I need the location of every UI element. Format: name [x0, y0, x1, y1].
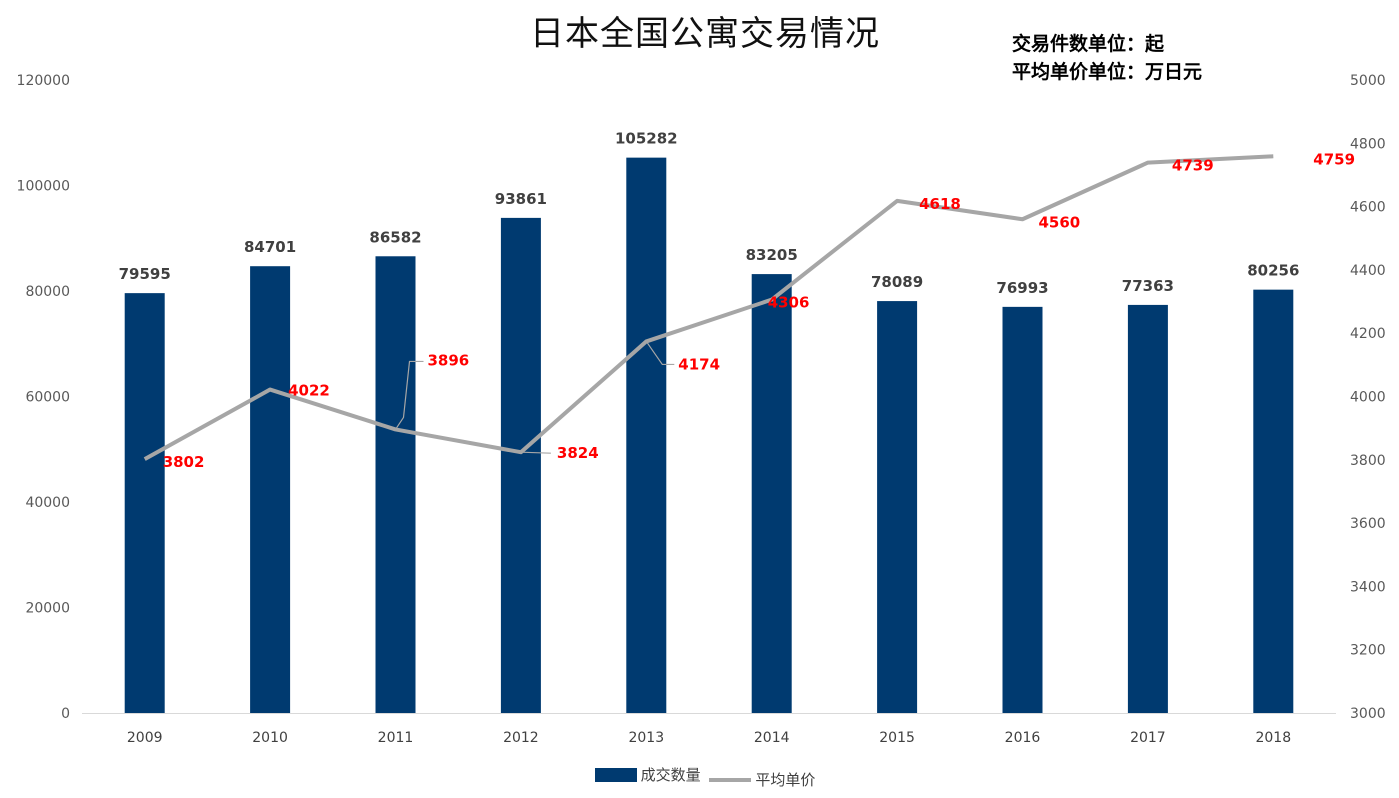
line-data-label: 4022 — [288, 382, 330, 400]
bar — [751, 274, 792, 713]
x-tick-label: 2014 — [754, 730, 790, 746]
bar — [877, 301, 918, 713]
unit-note-count: 交易件数单位：起 — [1012, 33, 1165, 55]
y-left-tick-label: 80000 — [25, 284, 70, 300]
line-data-label: 4618 — [919, 195, 961, 213]
legend-label-count: 成交数量 — [640, 766, 701, 784]
legend: 成交数量 平均单价 — [0, 764, 1399, 790]
y-right-tick-label: 3200 — [1350, 643, 1386, 659]
x-tick-label: 2018 — [1255, 730, 1291, 746]
line-data-label: 4306 — [768, 294, 810, 312]
data-label-leader — [645, 341, 675, 366]
line-data-label: 3824 — [557, 444, 599, 462]
bar-data-label: 76993 — [996, 279, 1048, 297]
bar-data-label: 83205 — [746, 246, 798, 264]
bar-data-label: 93861 — [495, 190, 547, 208]
bar — [1127, 304, 1168, 713]
bar — [500, 217, 541, 713]
x-tick-label: 2012 — [503, 730, 539, 746]
bar-data-label: 84701 — [244, 238, 296, 256]
bar-data-label: 86582 — [369, 228, 421, 246]
chart-title: 日本全国公寓交易情况 — [530, 14, 880, 54]
x-tick-label: 2015 — [879, 730, 915, 746]
legend-label-price: 平均单价 — [755, 771, 816, 789]
x-tick-label: 2009 — [127, 730, 163, 746]
y-right-tick-label: 4600 — [1350, 200, 1386, 216]
y-left-tick-label: 0 — [61, 706, 70, 722]
x-tick-label: 2010 — [252, 730, 288, 746]
bar-data-label: 105282 — [615, 130, 678, 148]
unit-notes: 交易件数单位：起 平均单价单位：万日元 — [1012, 30, 1202, 86]
legend-swatch-line — [709, 777, 752, 782]
series-line — [143, 154, 1274, 461]
y-right-tick-label: 4800 — [1350, 136, 1386, 152]
y-right-tick-label: 4400 — [1350, 263, 1386, 279]
y-right-tick-label: 4000 — [1350, 390, 1386, 406]
line-data-label: 3802 — [163, 453, 205, 471]
y-right-tick-label: 3400 — [1350, 579, 1386, 595]
bar — [626, 157, 667, 713]
unit-note-price: 平均单价单位：万日元 — [1012, 61, 1203, 83]
data-label-leader — [395, 360, 424, 430]
y-left-tick-label: 100000 — [17, 179, 70, 195]
legend-swatch-bar — [594, 767, 637, 782]
x-tick-label: 2011 — [378, 730, 414, 746]
line-data-label: 4739 — [1172, 157, 1214, 175]
bar — [1002, 306, 1043, 713]
y-left-tick-label: 60000 — [25, 390, 70, 406]
bar-data-label: 78089 — [871, 273, 923, 291]
y-right-tick-label: 4200 — [1350, 326, 1386, 342]
line-data-label: 4759 — [1313, 150, 1355, 168]
data-label-leader — [520, 451, 551, 454]
y-right-tick-label: 3800 — [1350, 453, 1386, 469]
bar-data-label: 77363 — [1122, 277, 1174, 295]
bar — [1253, 289, 1294, 713]
y-left-tick-label: 120000 — [17, 73, 70, 89]
bar-data-label: 79595 — [119, 265, 171, 283]
bar — [124, 293, 165, 713]
x-tick-label: 2013 — [628, 730, 664, 746]
bar — [375, 256, 416, 713]
y-left-tick-label: 20000 — [25, 601, 70, 617]
line-data-label: 4560 — [1039, 213, 1081, 231]
x-tick-label: 2016 — [1005, 730, 1041, 746]
bar — [250, 266, 291, 713]
y-left-tick-label: 40000 — [25, 495, 70, 511]
line-data-label: 4174 — [678, 355, 720, 373]
y-right-tick-label: 3000 — [1350, 706, 1386, 722]
y-right-tick-label: 5000 — [1350, 73, 1386, 89]
line-data-label: 3896 — [428, 351, 470, 369]
legend-item-count: 成交数量 — [594, 764, 701, 785]
x-tick-label: 2017 — [1130, 730, 1166, 746]
bar-data-label: 80256 — [1247, 262, 1299, 280]
legend-item-price: 平均单价 — [709, 769, 815, 790]
y-right-tick-label: 3600 — [1350, 516, 1386, 532]
